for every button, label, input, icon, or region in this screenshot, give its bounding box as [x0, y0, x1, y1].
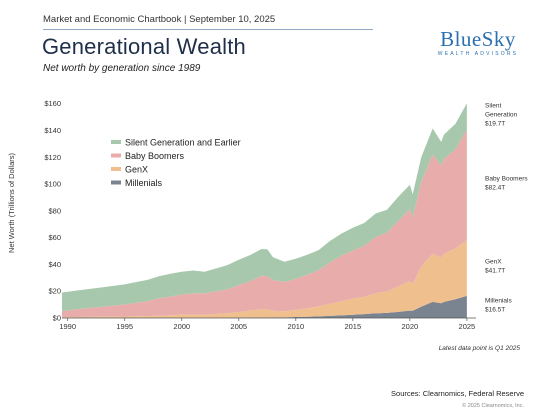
x-tick-label: 2010	[287, 322, 304, 331]
x-tick-label: 2025	[459, 322, 476, 331]
y-tick-label: $60	[48, 233, 61, 242]
area-genx	[62, 240, 467, 318]
area-silent-generation-and-earlier	[62, 103, 467, 312]
end-label-text: $82.4T	[485, 184, 505, 191]
logo-wordmark: BlueSky	[440, 27, 516, 51]
end-label-text: GenX	[485, 258, 502, 265]
end-labels: Silent Generation $19.7T Baby Boomers $82.4T…	[485, 102, 528, 313]
y-tick-label: $80	[48, 206, 61, 215]
legend-label: Silent Generation and Earlier	[125, 138, 241, 148]
area-series-group	[62, 103, 467, 318]
x-axis-ticks: 1990 1995 2000 2005 2010 2015 2020 2025	[59, 318, 475, 331]
y-axis-label: Net Worth (Trillions of Dollars)	[7, 152, 16, 253]
logo-tagline: WEALTH ADVISORS	[437, 51, 519, 57]
chartbook-header: Market and Economic Chartbook | Septembe…	[43, 14, 276, 25]
legend-label: Baby Boomers	[125, 151, 185, 161]
x-tick-label: 2000	[173, 322, 190, 331]
x-tick-label: 2015	[344, 322, 361, 331]
legend-swatch	[111, 167, 121, 171]
y-tick-label: $120	[44, 153, 61, 162]
bluesky-logo: BlueSky WEALTH ADVISORS	[433, 28, 523, 57]
legend-label: GenX	[125, 165, 148, 175]
x-tick-label: 2020	[402, 322, 419, 331]
end-label-text: $19.7T	[485, 120, 505, 127]
y-tick-label: $0	[53, 314, 61, 323]
end-label-text: Millenials	[485, 297, 512, 304]
copyright-note: © 2025 Clearnomics, Inc.	[462, 403, 524, 409]
x-tick-label: 1995	[116, 322, 133, 331]
sources-note: Sources: Clearnomics, Federal Reserve	[391, 389, 524, 398]
y-tick-label: $140	[44, 126, 61, 135]
end-label-text: Baby Boomers	[485, 175, 528, 182]
y-tick-label: $100	[44, 180, 61, 189]
y-tick-label: $20	[48, 287, 61, 296]
y-axis-ticks: $0 $20 $40 $60 $80 $100 $120 $140 $160	[44, 99, 61, 322]
chart-title: Generational Wealth	[42, 34, 246, 59]
end-label-text: Generation	[485, 111, 518, 118]
chart-subtitle: Net worth by generation since 1989	[43, 63, 201, 74]
legend-swatch	[111, 180, 121, 185]
latest-data-note: Latest data point is Q1 2025	[438, 345, 520, 352]
area-millenials	[62, 295, 467, 318]
x-tick-label: 2005	[230, 322, 247, 331]
y-tick-label: $160	[44, 99, 61, 108]
x-tick-label: 1990	[59, 322, 76, 331]
header-rule	[43, 29, 373, 30]
end-label-text: Silent	[485, 102, 501, 109]
legend-label: Millenials	[125, 178, 163, 188]
legend-swatch	[111, 140, 121, 144]
end-label-text: $16.5T	[485, 306, 505, 313]
legend-swatch	[111, 153, 121, 158]
area-baby-boomers	[62, 129, 467, 318]
legend: Silent Generation and Earlier Baby Boomer…	[111, 138, 241, 188]
end-label-text: $41.7T	[485, 267, 505, 274]
y-tick-label: $40	[48, 260, 61, 269]
